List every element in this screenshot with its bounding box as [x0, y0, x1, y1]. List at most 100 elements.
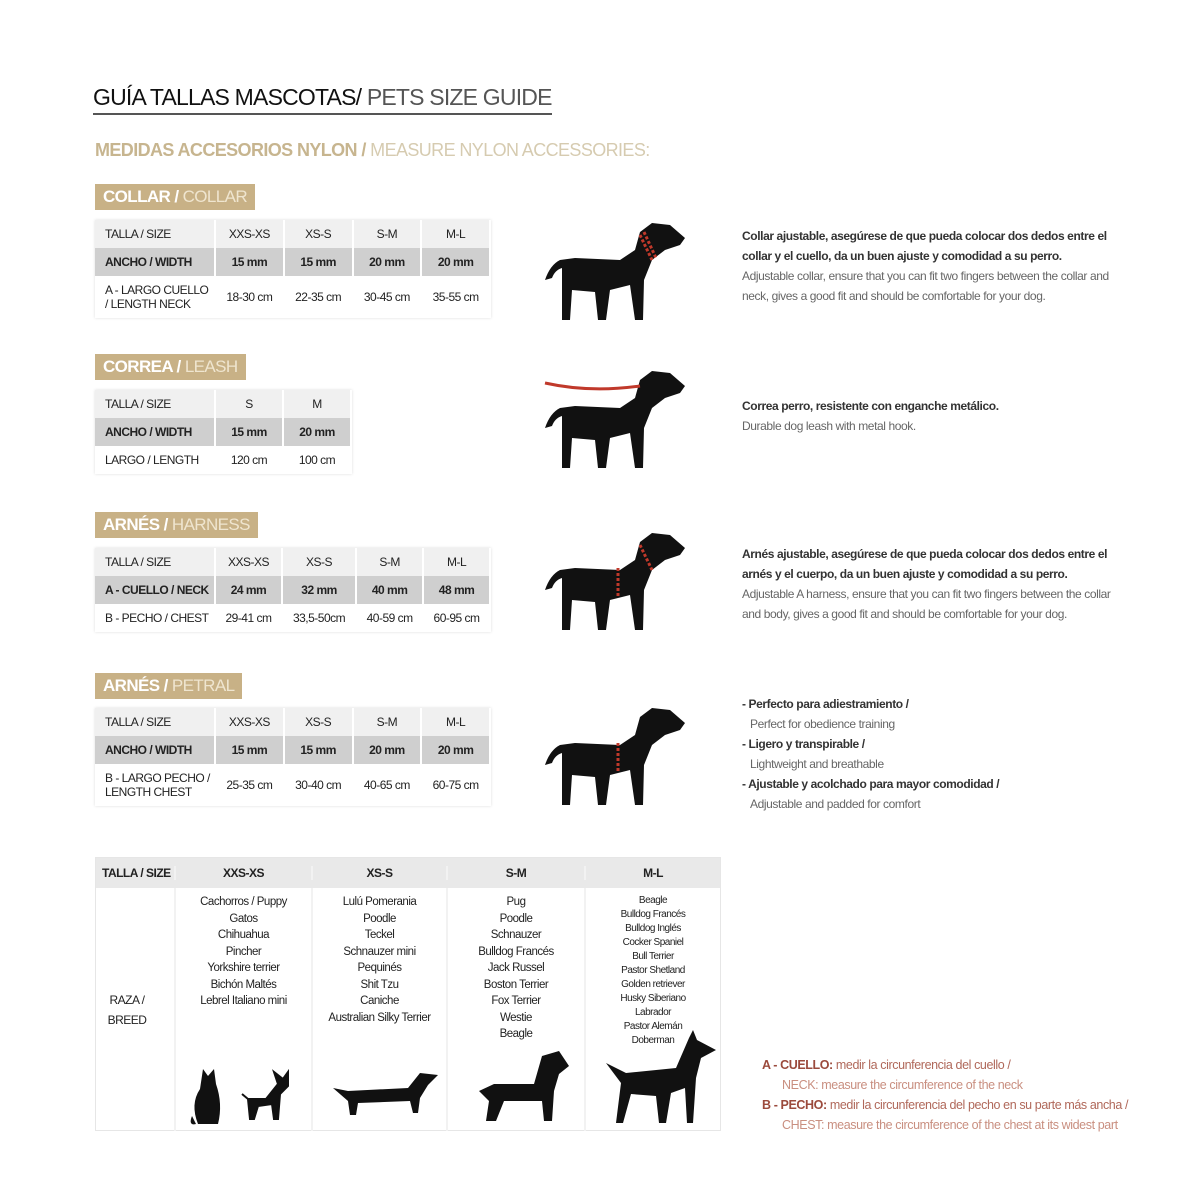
table-row: TALLA / SIZE XXS-XS XS-S S-M M-L — [95, 220, 491, 248]
table-cell: XXS-XS — [215, 220, 285, 248]
table-cell: 15 mm — [283, 248, 354, 276]
breed-item: Lebrel Italiano mini — [200, 995, 287, 1007]
table-cell: M — [283, 390, 352, 418]
section-collar-header: COLLAR / COLLAR — [95, 184, 256, 210]
table-row: LARGO / LENGTH 120 cm 100 cm — [95, 446, 352, 474]
table-cell: 25-35 cm — [215, 764, 285, 806]
breed-item: Cocker Spaniel — [622, 937, 684, 948]
row-label: A - LARGO CUELLO / LENGTH NECK — [95, 276, 216, 318]
table-cell: 24 mm — [215, 576, 283, 604]
section-petral-header: ARNÉS / PETRAL — [95, 673, 243, 699]
table-row: ANCHO / WIDTH 15 mm 20 mm — [95, 418, 352, 446]
breed-item: Pug — [506, 896, 526, 908]
breed-item: Schnauzer mini — [343, 945, 416, 958]
table-cell: 60-75 cm — [421, 764, 491, 806]
dog-collar-icon — [545, 223, 685, 320]
collar-description: Collar ajustable, asegúrese de que pueda… — [742, 229, 1109, 303]
table-cell: 20 mm — [283, 418, 352, 446]
breed-item: Shit Tzu — [360, 978, 399, 991]
table-cell: 30-45 cm — [352, 276, 423, 318]
size-header-label: TALLA / SIZE — [96, 866, 176, 880]
section-leash-header: CORREA / LEASH — [95, 354, 246, 380]
size-header: XS-S — [313, 866, 448, 880]
table-cell: 20 mm — [421, 736, 491, 764]
row-label: TALLA / SIZE — [95, 390, 216, 418]
table-cell: XS-S — [283, 708, 354, 736]
harness-size-table: TALLA / SIZE XXS-XS XS-S S-M M-L A - CUELLO /… — [95, 548, 491, 632]
breed-item: Beagle — [499, 1028, 533, 1040]
page-subtitle: MEDIDAS ACCESORIOS NYLON / MEASURE NYLON… — [95, 140, 650, 160]
breed-item: Jack Russel — [487, 962, 545, 974]
table-row: A - LARGO CUELLO / LENGTH NECK 18-30 cm 22… — [95, 276, 491, 318]
breed-item: Cachorros / Puppy — [200, 896, 287, 908]
size-header: S-M — [448, 866, 586, 880]
row-label: B - LARGO PECHO / LENGTH CHEST — [95, 764, 216, 806]
table-row: B - LARGO PECHO / LENGTH CHEST 25-35 cm 30… — [95, 764, 491, 806]
row-label: ANCHO / WIDTH — [95, 736, 216, 764]
table-cell: M-L — [423, 548, 491, 576]
table-cell: 33,5-50cm — [281, 604, 358, 632]
section-harness-header: ARNÉS / HARNESS — [95, 512, 258, 538]
petral-size-table: TALLA / SIZE XXS-XS XS-S S-M M-L ANCHO / WIDT… — [95, 708, 491, 806]
table-cell: 60-95 cm — [423, 604, 491, 632]
breed-item: Poodle — [363, 912, 396, 925]
breed-item: Labrador — [634, 1007, 672, 1018]
row-label: LARGO / LENGTH — [95, 446, 216, 474]
dog-petral-icon — [545, 708, 685, 805]
page-title: GUÍA TALLAS MASCOTAS/ PETS SIZE GUIDE — [93, 84, 552, 115]
collar-size-table: TALLA / SIZE XXS-XS XS-S S-M M-L ANCHO / WIDT… — [95, 220, 491, 318]
schnauzer-icon — [479, 1051, 569, 1121]
row-label: ANCHO / WIDTH — [95, 418, 216, 446]
table-cell: XXS-XS — [215, 548, 283, 576]
breed-item: Australian Silky Terrier — [328, 1011, 431, 1024]
breed-list-m-l: Beagle Bulldog Francés Bulldog Inglés Cocke… — [586, 888, 720, 1131]
table-cell: 30-40 cm — [283, 764, 354, 806]
table-row: ANCHO / WIDTH 15 mm 15 mm 20 mm 20 mm — [95, 736, 491, 764]
table-cell: 15 mm — [215, 248, 285, 276]
breed-item: Westie — [500, 1011, 532, 1024]
breed-item: Doberman — [631, 1035, 675, 1046]
table-cell: XS-S — [281, 548, 358, 576]
breed-list-s-m: Pug Poodle Schnauzer Bulldog Francés Jack Ru… — [448, 888, 586, 1131]
table-cell: 20 mm — [421, 248, 491, 276]
breed-list-xxs-xs: Cachorros / Puppy Gatos Chihuahua Pincher Yo… — [176, 888, 313, 1131]
breed-row-label: RAZA / BREED — [96, 888, 176, 1131]
table-cell: 40 mm — [356, 576, 425, 604]
table-cell: 22-35 cm — [283, 276, 354, 318]
leash-description: Correa perro, resistente con enganche me… — [742, 399, 999, 433]
table-cell: 15 mm — [215, 418, 284, 446]
breed-item: Pastor Shetland — [621, 965, 685, 976]
breed-item: Bichón Maltés — [210, 978, 277, 991]
table-cell: 15 mm — [215, 736, 285, 764]
table-cell: 20 mm — [352, 736, 423, 764]
dog-harness-icon — [545, 533, 685, 630]
table-cell: 40-65 cm — [352, 764, 423, 806]
breed-item: Chihuahua — [217, 929, 270, 941]
table-cell: 15 mm — [283, 736, 354, 764]
row-label: B - PECHO / CHEST — [95, 604, 216, 632]
measurement-legend: A - CUELLO: medir la circunferencia del … — [762, 1058, 1129, 1132]
table-row: TALLA / SIZE XXS-XS XS-S S-M M-L — [95, 708, 491, 736]
breed-item: Pincher — [225, 945, 262, 958]
table-cell: S-M — [356, 548, 425, 576]
breed-item: Bulldog Inglés — [625, 923, 681, 934]
row-label: A - CUELLO / NECK — [95, 576, 216, 604]
breed-item: Schnauzer — [490, 929, 542, 941]
size-header: XXS-XS — [176, 866, 313, 880]
table-cell: 40-59 cm — [356, 604, 425, 632]
table-row: TALLA / SIZE S M — [95, 390, 352, 418]
table-row: ANCHO / WIDTH 15 mm 15 mm 20 mm 20 mm — [95, 248, 491, 276]
breed-item: Beagle — [638, 895, 668, 906]
table-row: A - CUELLO / NECK 24 mm 32 mm 40 mm 48 mm — [95, 576, 491, 604]
row-label: TALLA / SIZE — [95, 548, 216, 576]
leash-size-table: TALLA / SIZE S M ANCHO / WIDTH 15 mm 20 mm LAR… — [95, 390, 352, 474]
breed-item: Golden retriever — [621, 979, 685, 990]
table-cell: 48 mm — [423, 576, 491, 604]
breed-item: Boston Terrier — [483, 978, 549, 991]
dog-leash-icon — [544, 371, 685, 468]
dachshund-icon — [333, 1073, 438, 1115]
breed-item: Bull Terrier — [632, 951, 674, 962]
doberman-icon — [606, 1030, 716, 1123]
breed-item: Husky Siberiano — [620, 993, 686, 1004]
table-cell: 18-30 cm — [215, 276, 285, 318]
